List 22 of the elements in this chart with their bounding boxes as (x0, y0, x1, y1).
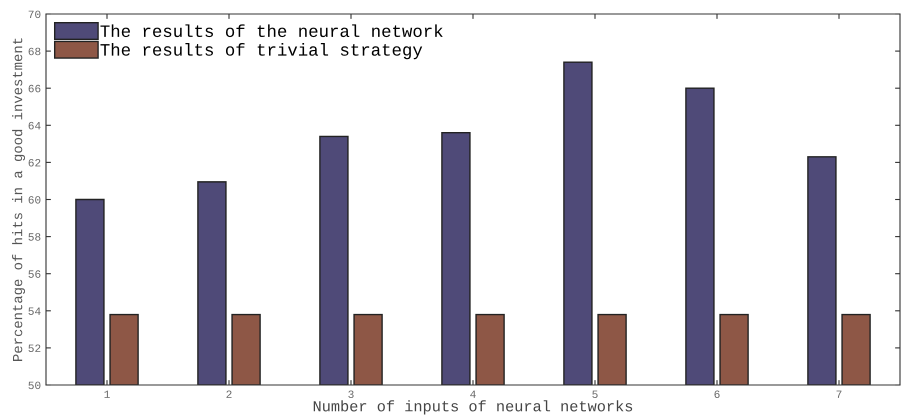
y-tick-label: 60 (28, 196, 40, 204)
x-tick-label: 4 (470, 390, 476, 398)
y-tick-label: 70 (28, 10, 40, 18)
x-tick-label: 3 (348, 390, 354, 398)
x-tick-label: 7 (836, 390, 842, 398)
y-tick-label: 50 (28, 382, 40, 390)
y-tick-label: 62 (28, 158, 40, 167)
y-tick-label: 64 (28, 122, 41, 130)
x-tick-label: 6 (714, 390, 720, 398)
y-tick-label: 66 (28, 84, 40, 92)
y-tick-label: 52 (28, 344, 40, 352)
y-tick-label: 56 (28, 270, 40, 278)
x-tick-label: 1 (104, 390, 110, 398)
y-tick-label: 58 (28, 233, 40, 241)
x-tick-label: 5 (592, 390, 598, 398)
legend-label: The results of trivial strategy (100, 43, 422, 60)
y-tick-label: 54 (28, 308, 41, 315)
x-tick-label: 2 (226, 390, 232, 398)
y-axis-title: Percentage of hits in a good investment (12, 38, 26, 361)
y-tick-label: 68 (28, 48, 40, 56)
x-axis-title: Number of inputs of neural networks (314, 400, 632, 414)
legend-label: The results of the neural network (100, 24, 443, 38)
